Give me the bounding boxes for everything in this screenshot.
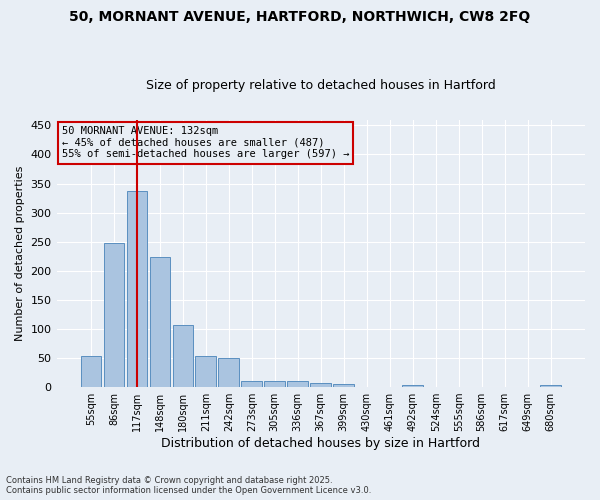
Title: Size of property relative to detached houses in Hartford: Size of property relative to detached ho… <box>146 79 496 92</box>
Bar <box>310 383 331 387</box>
Text: 50, MORNANT AVENUE, HARTFORD, NORTHWICH, CW8 2FQ: 50, MORNANT AVENUE, HARTFORD, NORTHWICH,… <box>70 10 530 24</box>
Bar <box>241 380 262 387</box>
Text: Contains HM Land Registry data © Crown copyright and database right 2025.
Contai: Contains HM Land Registry data © Crown c… <box>6 476 371 495</box>
Bar <box>173 325 193 387</box>
Bar <box>287 382 308 387</box>
Bar <box>149 257 170 387</box>
Bar <box>127 190 147 387</box>
X-axis label: Distribution of detached houses by size in Hartford: Distribution of detached houses by size … <box>161 437 480 450</box>
Bar <box>104 243 124 387</box>
Y-axis label: Number of detached properties: Number of detached properties <box>15 166 25 341</box>
Bar <box>334 384 354 387</box>
Bar <box>218 358 239 387</box>
Bar <box>265 382 285 387</box>
Bar <box>80 356 101 387</box>
Bar <box>196 356 216 387</box>
Bar <box>403 385 423 387</box>
Bar <box>540 386 561 387</box>
Text: 50 MORNANT AVENUE: 132sqm
← 45% of detached houses are smaller (487)
55% of semi: 50 MORNANT AVENUE: 132sqm ← 45% of detac… <box>62 126 349 160</box>
